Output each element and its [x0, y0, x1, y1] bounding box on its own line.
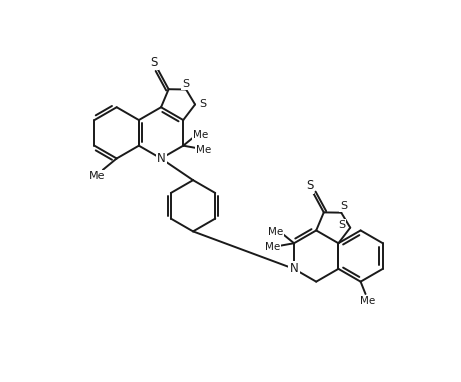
Text: S: S	[151, 56, 158, 69]
Text: S: S	[183, 79, 189, 89]
Text: N: N	[157, 152, 165, 165]
Text: S: S	[306, 180, 313, 193]
Text: Me: Me	[268, 227, 283, 237]
Text: S: S	[340, 201, 347, 211]
Text: S: S	[338, 220, 345, 230]
Text: N: N	[290, 262, 298, 275]
Text: Me: Me	[265, 242, 280, 252]
Text: Me: Me	[361, 296, 376, 306]
Text: Me: Me	[193, 130, 208, 140]
Text: S: S	[200, 99, 207, 110]
Text: Me: Me	[89, 171, 105, 181]
Text: Me: Me	[196, 145, 212, 155]
